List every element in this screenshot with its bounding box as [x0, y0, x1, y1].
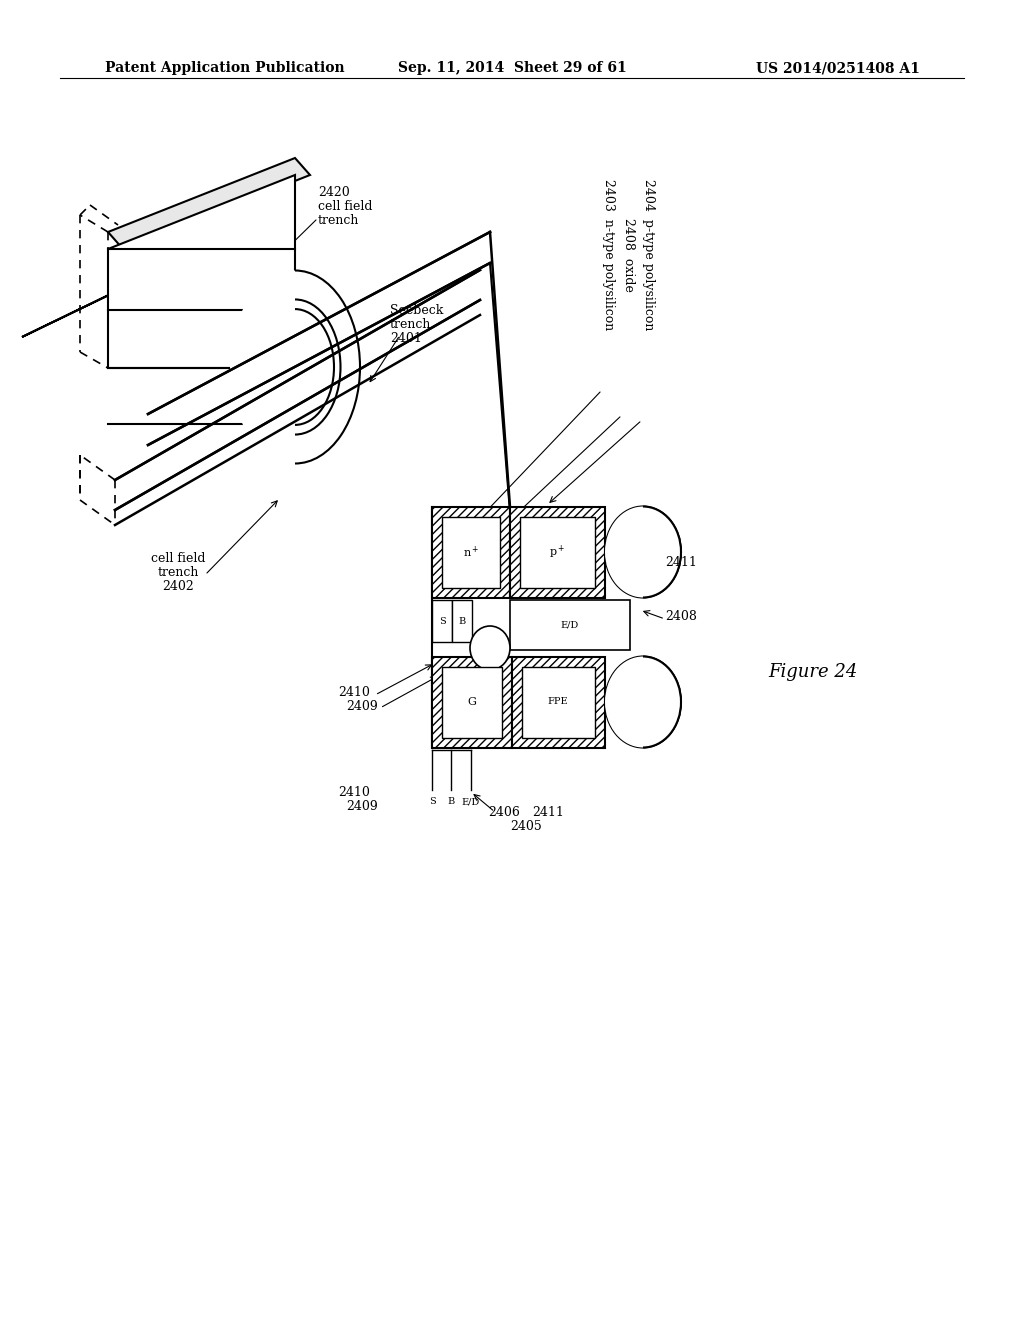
- Text: 2410: 2410: [338, 787, 370, 800]
- Text: E/D: E/D: [561, 620, 580, 630]
- Ellipse shape: [605, 656, 681, 747]
- Ellipse shape: [230, 271, 360, 463]
- Text: 2408: 2408: [665, 610, 697, 623]
- Polygon shape: [522, 667, 595, 738]
- Polygon shape: [22, 234, 237, 337]
- Polygon shape: [510, 601, 630, 649]
- Text: 2410: 2410: [338, 685, 370, 698]
- Text: B: B: [459, 616, 466, 626]
- Polygon shape: [442, 667, 502, 738]
- Polygon shape: [148, 232, 490, 445]
- Text: cell field: cell field: [151, 552, 205, 565]
- Text: FPE: FPE: [548, 697, 568, 706]
- Text: 2402: 2402: [162, 579, 194, 593]
- Polygon shape: [432, 657, 512, 748]
- Polygon shape: [115, 271, 480, 510]
- Text: 2411: 2411: [665, 557, 697, 569]
- Text: 2406: 2406: [488, 805, 520, 818]
- Text: Sep. 11, 2014  Sheet 29 of 61: Sep. 11, 2014 Sheet 29 of 61: [397, 61, 627, 75]
- Text: B: B: [447, 797, 455, 807]
- Text: Seebeck: Seebeck: [390, 304, 443, 317]
- Text: 2404  p-type polysilicon: 2404 p-type polysilicon: [642, 180, 655, 331]
- Text: 2403  n-type polysilicon: 2403 n-type polysilicon: [602, 180, 615, 330]
- Polygon shape: [108, 158, 310, 249]
- Text: 2405: 2405: [510, 820, 542, 833]
- Text: trench: trench: [390, 318, 431, 330]
- Text: 2420: 2420: [318, 186, 350, 198]
- Text: trench: trench: [158, 565, 199, 578]
- Polygon shape: [442, 517, 500, 587]
- Ellipse shape: [605, 656, 681, 747]
- Text: 2409: 2409: [346, 700, 378, 713]
- Text: G: G: [468, 697, 476, 708]
- Polygon shape: [510, 507, 605, 598]
- Text: 2408  oxide: 2408 oxide: [622, 218, 635, 292]
- Polygon shape: [452, 601, 472, 642]
- Ellipse shape: [470, 626, 510, 671]
- Text: p$^+$: p$^+$: [549, 544, 565, 561]
- Text: 2401: 2401: [390, 331, 422, 345]
- Polygon shape: [432, 507, 510, 598]
- Ellipse shape: [605, 507, 681, 598]
- Text: S: S: [438, 616, 445, 626]
- Ellipse shape: [605, 507, 681, 598]
- Polygon shape: [108, 176, 295, 368]
- Text: Figure 24: Figure 24: [768, 663, 857, 681]
- Text: cell field: cell field: [318, 199, 373, 213]
- Text: Patent Application Publication: Patent Application Publication: [105, 61, 345, 75]
- Text: trench: trench: [318, 214, 359, 227]
- Text: 2409: 2409: [346, 800, 378, 813]
- Polygon shape: [512, 657, 605, 748]
- Text: 2411: 2411: [532, 805, 564, 818]
- Text: E/D: E/D: [462, 797, 480, 807]
- Text: n$^+$: n$^+$: [463, 544, 479, 560]
- Polygon shape: [520, 517, 595, 587]
- Text: US 2014/0251408 A1: US 2014/0251408 A1: [756, 61, 920, 75]
- Polygon shape: [432, 601, 452, 642]
- Text: S: S: [429, 797, 435, 807]
